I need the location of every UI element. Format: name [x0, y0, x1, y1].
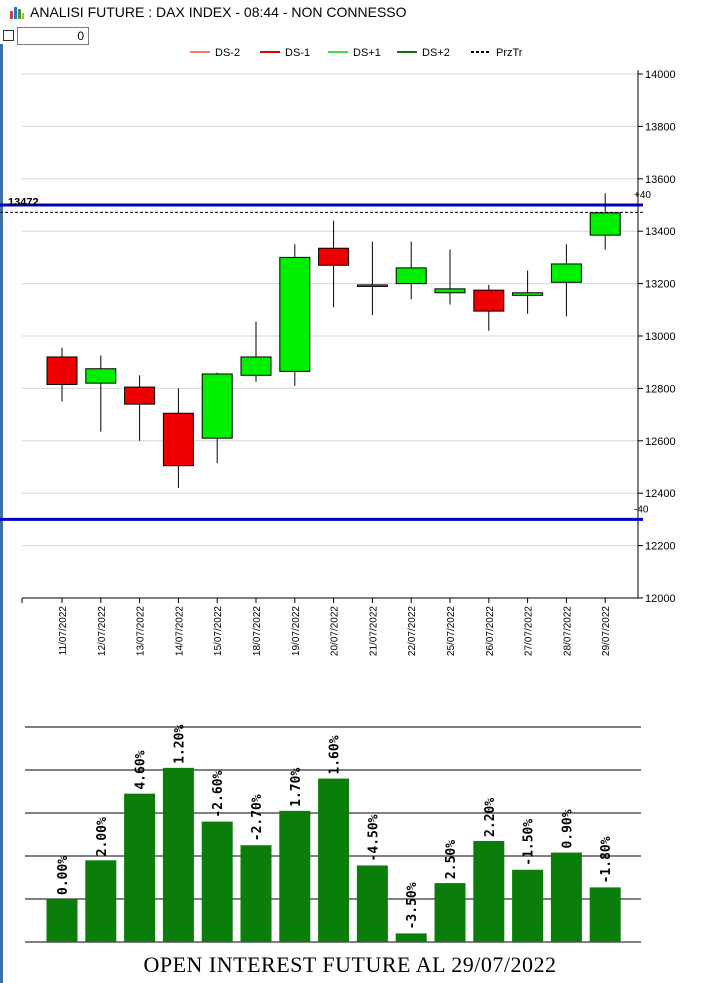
oi-bar — [473, 840, 505, 942]
candle-body — [46, 356, 78, 385]
candle-body — [201, 373, 233, 439]
oi-bar-label: -4.50% — [366, 814, 381, 861]
x-tick-label: 13/07/2022 — [136, 606, 147, 656]
oi-bar-label: -1.50% — [522, 819, 537, 866]
level-label: -40 — [634, 504, 649, 515]
offset-input[interactable] — [17, 27, 89, 45]
oi-bar-label: 1.20% — [172, 725, 187, 764]
y-tick-label: 12800 — [645, 383, 676, 395]
legend-label: DS+2 — [422, 47, 450, 59]
candlestick-chart: 14000 13800 13600 13400 13200 13000 12800 12600… — [0, 47, 676, 656]
oi-bar — [395, 933, 427, 942]
reference-label: 13472 — [8, 196, 39, 208]
candle-body — [589, 212, 621, 236]
candle-body — [240, 356, 272, 376]
oi-bar-label: -1.80% — [599, 836, 614, 883]
x-tick-label: 26/07/2022 — [485, 606, 496, 656]
x-tick-label: 20/07/2022 — [330, 606, 341, 656]
y-tick-label: 13000 — [645, 331, 676, 343]
oi-bar-label: 1.60% — [328, 735, 343, 774]
x-tick-label: 19/07/2022 — [291, 606, 302, 656]
open-interest-title: OPEN INTEREST FUTURE AL 29/07/2022 — [143, 952, 557, 977]
oi-bar — [279, 810, 311, 942]
x-tick-label: 14/07/2022 — [174, 606, 185, 656]
y-tick-label: 12200 — [645, 541, 676, 553]
oi-bar-label: 0.00% — [56, 856, 71, 895]
x-tick-label: 11/07/2022 — [58, 606, 69, 656]
oi-bar-label: 4.60% — [134, 750, 149, 789]
oi-bar — [550, 852, 582, 942]
oi-bar — [589, 887, 621, 942]
oi-bar — [162, 767, 194, 942]
oi-bar-label: 2.20% — [483, 798, 498, 837]
y-tick-label: 13400 — [645, 226, 676, 238]
oi-bar-label: -2.70% — [250, 794, 265, 841]
candle-body — [356, 284, 388, 287]
y-tick-label: 14000 — [645, 69, 676, 81]
x-tick-label: 29/07/2022 — [601, 606, 612, 656]
y-tick-label: 13200 — [645, 279, 676, 291]
oi-bar — [240, 845, 272, 942]
option-checkbox[interactable] — [3, 30, 14, 41]
y-tick-label: 12400 — [645, 488, 676, 500]
x-tick-label: 25/07/2022 — [446, 606, 457, 656]
oi-bar — [512, 869, 544, 942]
x-tick-label: 22/07/2022 — [407, 606, 418, 656]
candle-body — [124, 386, 156, 405]
candle-body — [550, 263, 582, 283]
candle-body — [162, 412, 194, 467]
left-panel-border — [0, 44, 3, 983]
oi-bar-label: -3.50% — [405, 882, 420, 929]
x-tick-label: 21/07/2022 — [368, 606, 379, 656]
oi-bar-label: 2.00% — [95, 817, 110, 856]
oi-bar — [46, 899, 78, 942]
oi-bar — [318, 778, 350, 942]
candle-body — [279, 256, 311, 372]
legend-label: DS+1 — [353, 47, 381, 59]
bar-chart-icon — [10, 7, 24, 19]
y-tick-label: 12000 — [645, 593, 676, 605]
x-tick-label: 18/07/2022 — [252, 606, 263, 656]
oi-bar — [434, 883, 466, 942]
candle-body — [512, 292, 544, 296]
y-tick-label: 13600 — [645, 174, 676, 186]
legend-label: DS-1 — [285, 47, 310, 59]
oi-bar-label: 1.70% — [289, 768, 304, 807]
oi-bar — [201, 821, 233, 942]
legend-label: PrzTr — [496, 47, 523, 59]
title-bar: ANALISI FUTURE : DAX INDEX - 08:44 - NON… — [0, 0, 720, 24]
x-tick-label: 28/07/2022 — [562, 606, 573, 656]
x-tick-label: 15/07/2022 — [213, 606, 224, 656]
oi-bar-label: -2.60% — [211, 770, 226, 817]
candle-body — [318, 247, 350, 266]
candle-body — [434, 288, 466, 294]
candle-body — [473, 289, 505, 312]
candle-body — [85, 368, 117, 384]
legend-label: DS-2 — [215, 47, 240, 59]
oi-bar-label: 0.90% — [560, 809, 575, 848]
level-label: +40 — [634, 190, 651, 201]
oi-bar — [124, 793, 156, 942]
window-title: ANALISI FUTURE : DAX INDEX - 08:44 - NON… — [30, 4, 407, 20]
oi-bar — [356, 865, 388, 942]
x-tick-label: 12/07/2022 — [97, 606, 108, 656]
y-tick-label: 12600 — [645, 436, 676, 448]
oi-bar-label: 2.50% — [444, 840, 459, 879]
candle-body — [395, 267, 427, 285]
x-tick-label: 27/07/2022 — [524, 606, 535, 656]
oi-bar — [85, 860, 117, 942]
y-tick-label: 13800 — [645, 121, 676, 133]
